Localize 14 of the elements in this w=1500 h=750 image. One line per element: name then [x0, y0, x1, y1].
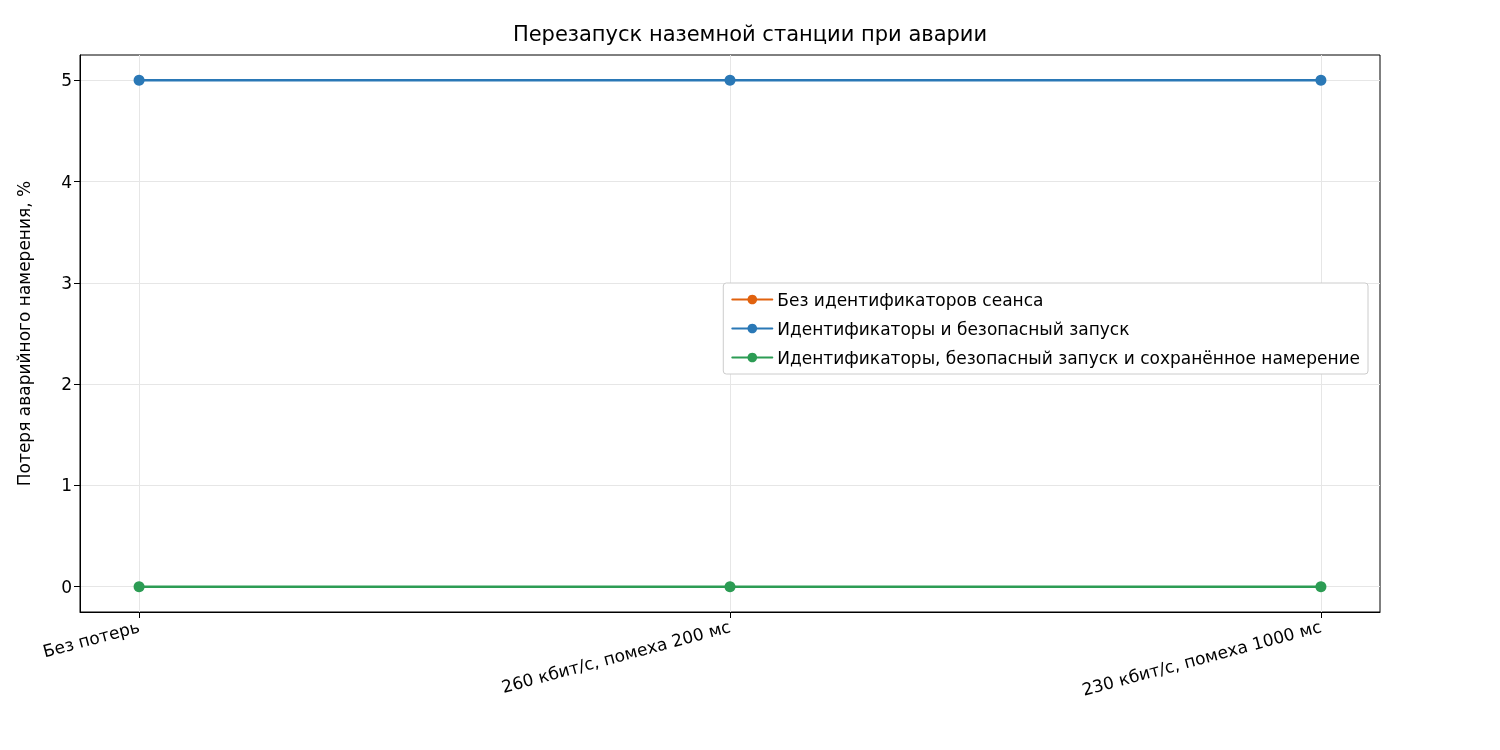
y-tick-label: 0 — [61, 576, 72, 597]
y-tick-label: 4 — [61, 171, 72, 192]
x-tick-label: Без потерь — [40, 616, 142, 662]
y-tick-label: 1 — [61, 475, 72, 496]
y-tick-label: 5 — [61, 70, 72, 91]
legend-label: Идентификаторы, безопасный запуск и сохранённое намерение — [777, 347, 1360, 368]
y-tick-label: 2 — [61, 374, 72, 395]
x-tick-label: 260 кбит/с, помеха 200 мс — [499, 616, 733, 697]
x-tick-label: 230 кбит/с, помеха 1000 мс — [1079, 616, 1324, 700]
legend-label: Без идентификаторов сеанса — [777, 289, 1044, 310]
y-axis-title: Потеря аварийного намерения, % — [13, 180, 34, 487]
legend-label: Идентификаторы и безопасный запуск — [777, 318, 1130, 339]
chart-title: Перезапуск наземной станции при аварии — [512, 21, 988, 46]
y-tick-label: 3 — [61, 272, 72, 293]
